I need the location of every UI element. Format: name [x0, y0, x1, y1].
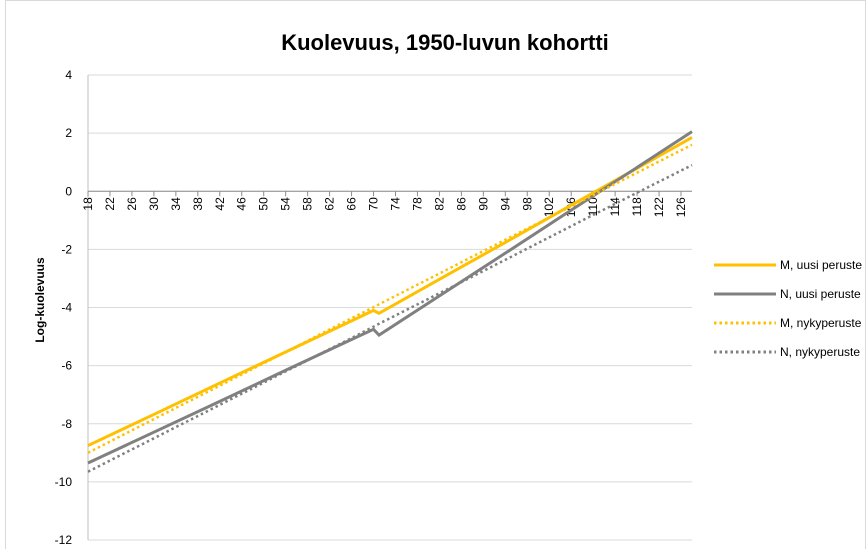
x-tick-label: 66 [345, 197, 359, 211]
y-tick-label: -12 [55, 533, 73, 547]
x-tick-label: 58 [301, 197, 315, 211]
chart-frame [5, 0, 866, 549]
y-tick-label: -8 [61, 417, 72, 431]
x-tick-label: 102 [542, 197, 556, 217]
y-axis-label: Log-kuolevuus [33, 257, 47, 343]
legend-label: M, uusi peruste [780, 258, 862, 272]
x-tick-label: 34 [169, 197, 183, 211]
y-tick-label: 4 [65, 68, 72, 82]
y-tick-label: -6 [61, 359, 72, 373]
series-line [87, 130, 693, 465]
x-tick-label: 18 [81, 197, 95, 211]
x-tick-label: 30 [147, 197, 161, 211]
x-tick-label: 62 [323, 197, 337, 211]
x-tick-label: 26 [125, 197, 139, 211]
x-tick-label: 50 [257, 197, 271, 211]
x-tick-label: 70 [367, 197, 381, 211]
chart-title: Kuolevuus, 1950-luvun kohortti [281, 30, 609, 55]
x-tick-label: 22 [103, 197, 117, 211]
x-tick-label: 86 [454, 197, 468, 211]
y-tick-label: -10 [55, 475, 73, 489]
x-tick-label: 126 [674, 197, 688, 217]
x-tick-label: 90 [476, 197, 490, 211]
legend-label: M, nykyperuste [780, 316, 862, 330]
y-tick-label: -2 [61, 242, 72, 256]
legend-label: N, uusi peruste [780, 287, 861, 301]
x-tick-label: 78 [410, 197, 424, 211]
x-tick-label: 122 [652, 197, 666, 217]
x-tick-label: 42 [213, 197, 227, 211]
x-tick-label: 114 [608, 197, 622, 216]
x-tick-label: 38 [191, 197, 205, 211]
x-tick-label: 94 [498, 197, 512, 211]
y-tick-label: 2 [65, 126, 72, 140]
x-tick-label: 98 [520, 197, 534, 211]
x-tick-label: 54 [279, 197, 293, 211]
y-tick-label: -4 [61, 301, 72, 315]
x-tick-label: 46 [235, 197, 249, 211]
series-line [87, 136, 693, 447]
x-tick-label: 110 [586, 197, 600, 216]
x-tick-label: 118 [630, 197, 644, 216]
y-tick-label: 0 [65, 184, 72, 198]
legend-label: N, nykyperuste [780, 345, 860, 359]
x-tick-label: 82 [432, 197, 446, 211]
x-tick-label: 74 [388, 197, 402, 211]
